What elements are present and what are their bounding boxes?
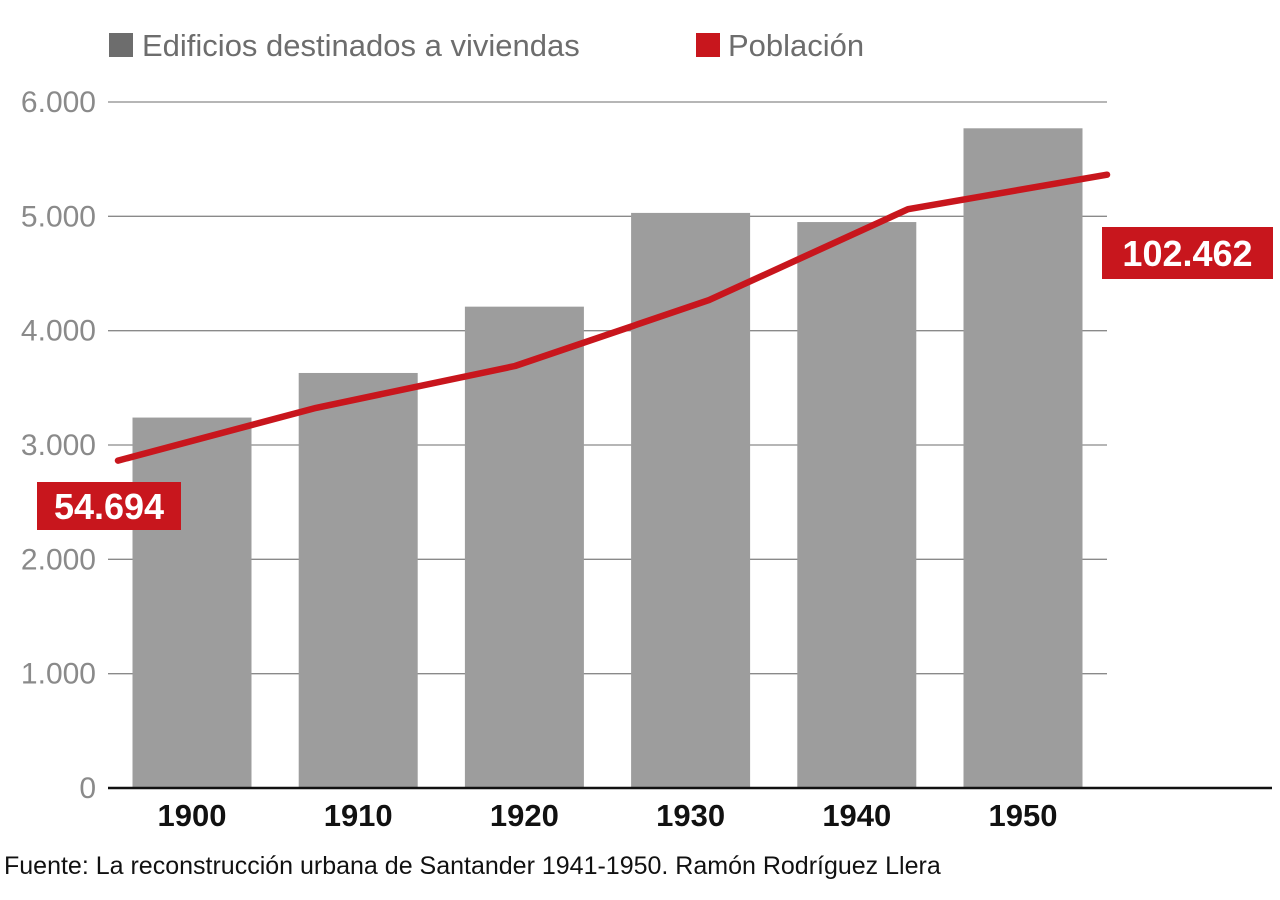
population-line	[114, 171, 1111, 464]
y-tick-label: 2.000	[21, 543, 96, 576]
bars	[132, 128, 1083, 789]
data-label: 102.462	[1122, 233, 1252, 274]
legend-swatch-line	[696, 33, 720, 57]
population-line-path	[114, 171, 1111, 464]
legend-swatch-bars	[109, 33, 133, 57]
x-tick-label: 1930	[656, 798, 725, 833]
legend-label-bars: Edificios destinados a viviendas	[142, 28, 580, 63]
y-tick-label: 5.000	[21, 200, 96, 233]
data-label: 54.694	[54, 486, 164, 527]
y-tick-label: 4.000	[21, 315, 96, 348]
data-labels: 54.694 102.462	[37, 227, 1273, 530]
x-tick-label: 1910	[324, 798, 393, 833]
grid	[108, 101, 1107, 675]
bar-1940	[797, 222, 917, 789]
x-tick-label: 1920	[490, 798, 559, 833]
y-axis: 0 1.000 2.000 3.000 4.000 5.000 6.000	[21, 86, 96, 805]
legend: Edificios destinados a viviendas Població…	[109, 28, 864, 63]
bar-1920	[464, 306, 584, 788]
bar-1950	[963, 128, 1083, 789]
data-label-box	[37, 482, 181, 530]
x-tick-label: 1950	[989, 798, 1058, 833]
y-tick-label: 6.000	[21, 86, 96, 119]
x-axis: 1900 1910 1920 1930 1940 1950	[158, 798, 1058, 833]
y-tick-label: 0	[79, 772, 96, 805]
data-label-box	[1102, 227, 1273, 279]
legend-label-line: Población	[728, 28, 864, 63]
bar-1900	[132, 417, 252, 788]
source-note: Fuente: La reconstrucción urbana de Sant…	[4, 852, 941, 880]
y-tick-label: 3.000	[21, 429, 96, 462]
bar-1910	[298, 372, 418, 788]
bar-1930	[631, 212, 751, 789]
y-tick-label: 1.000	[21, 658, 96, 691]
x-tick-label: 1900	[158, 798, 227, 833]
x-tick-label: 1940	[822, 798, 891, 833]
